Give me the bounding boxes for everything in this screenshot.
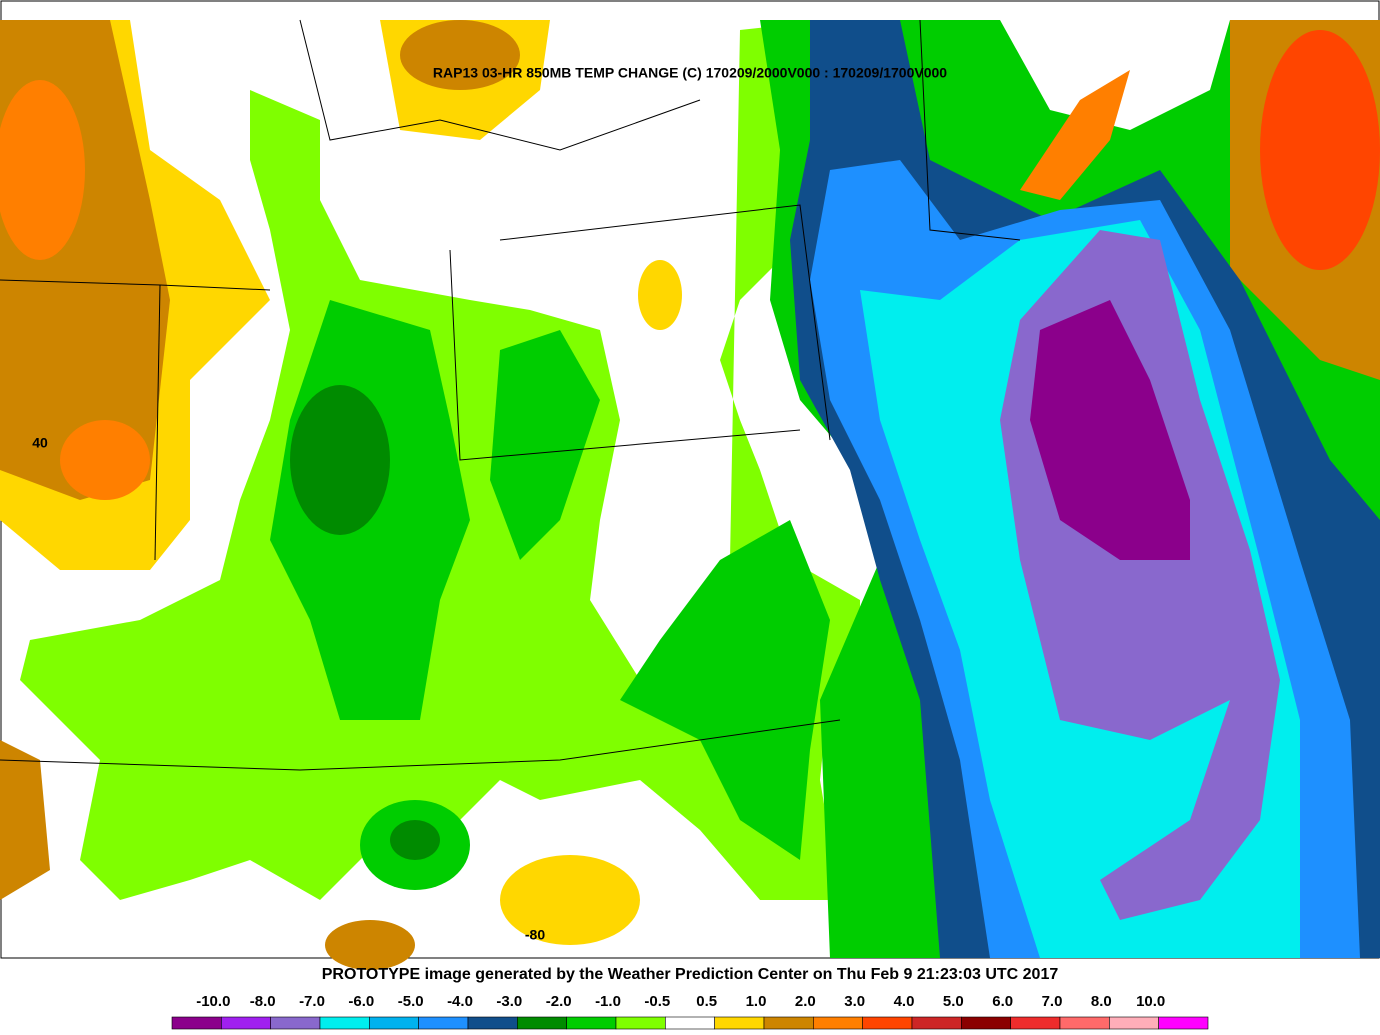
- colorbar-label: 1.0: [746, 993, 767, 1010]
- colorbar-swatch: [369, 1016, 419, 1030]
- borders: [0, 19, 1021, 771]
- colorbar-swatch: [911, 1016, 962, 1030]
- colorbar-label: -2.0: [546, 993, 572, 1010]
- colorbar-label: 2.0: [795, 993, 816, 1010]
- colorbar-swatch: [418, 1016, 469, 1030]
- colorbar-label: 4.0: [894, 993, 915, 1010]
- colorbar-swatch: [862, 1016, 913, 1030]
- colorbar-label: 10.0: [1136, 993, 1165, 1010]
- colorbar-swatch: [319, 1016, 370, 1030]
- colorbar-swatch: [665, 1016, 715, 1030]
- warm-area: [638, 260, 682, 330]
- colorbar-label: 0.5: [696, 993, 717, 1010]
- colorbar-label: 8.0: [1091, 993, 1112, 1010]
- colorbar-label: -0.5: [644, 993, 670, 1010]
- colorbar-swatch: [615, 1016, 666, 1030]
- map: RAP13 03-HR 850MB TEMP CHANGE (C) 170209…: [0, 0, 1380, 970]
- colorbar-label: -6.0: [348, 993, 374, 1010]
- colorbar-label: 3.0: [844, 993, 865, 1010]
- colorbar-label: 7.0: [1042, 993, 1063, 1010]
- footer-text: PROTOTYPE image generated by the Weather…: [322, 966, 1059, 983]
- warm-area: [60, 420, 150, 500]
- colorbar-swatch: [171, 1016, 222, 1030]
- ocean-band: [1260, 30, 1380, 270]
- warm-area: [400, 20, 520, 90]
- map-title: RAP13 03-HR 850MB TEMP CHANGE (C) 170209…: [433, 65, 947, 81]
- ocean-band: [1030, 300, 1190, 560]
- colorbar-swatch: [1059, 1016, 1110, 1030]
- longitude-label: -80: [525, 927, 545, 943]
- warm-area: [325, 920, 415, 970]
- land-green: [720, 20, 860, 700]
- colorbar-label: -7.0: [299, 993, 325, 1010]
- colorbar-label: -1.0: [595, 993, 621, 1010]
- colorbar-swatch: [467, 1016, 518, 1030]
- land-green: [620, 520, 830, 860]
- colorbar-label: 5.0: [943, 993, 964, 1010]
- colorbar-swatch: [813, 1016, 863, 1030]
- warm-area: [0, 80, 85, 260]
- colorbar-swatch: [763, 1016, 814, 1030]
- colorbar-swatch: [961, 1016, 1011, 1030]
- land-green: [490, 330, 600, 560]
- colorbar-label: -4.0: [447, 993, 473, 1010]
- colorbar-swatch: [714, 1016, 765, 1030]
- land-green: [290, 385, 390, 535]
- colorbar: -10.0 -8.0 -7.0 -6.0 -5.0 -4.0 -3.0 -2.0 -1.0 -0.…: [171, 993, 1209, 1030]
- colorbar-label: 6.0: [992, 993, 1013, 1010]
- colorbar-label: -5.0: [398, 993, 424, 1010]
- land-green: [390, 820, 440, 860]
- colorbar-label: -3.0: [496, 993, 522, 1010]
- colorbar-swatch: [270, 1016, 321, 1030]
- colorbar-swatch: [1010, 1016, 1061, 1030]
- colorbar-label: -10.0: [196, 993, 230, 1010]
- warm-area: [500, 855, 640, 945]
- warm-area: [0, 740, 50, 900]
- latitude-label: 40: [32, 435, 48, 451]
- colorbar-swatch: [517, 1016, 567, 1030]
- colorbar-label: -8.0: [250, 993, 276, 1010]
- colorbar-swatch: [1109, 1016, 1159, 1030]
- colorbar-swatch: [1158, 1016, 1209, 1030]
- colorbar-swatch: [221, 1016, 271, 1030]
- ocean-band: [1020, 70, 1130, 200]
- colorbar-swatch: [566, 1016, 617, 1030]
